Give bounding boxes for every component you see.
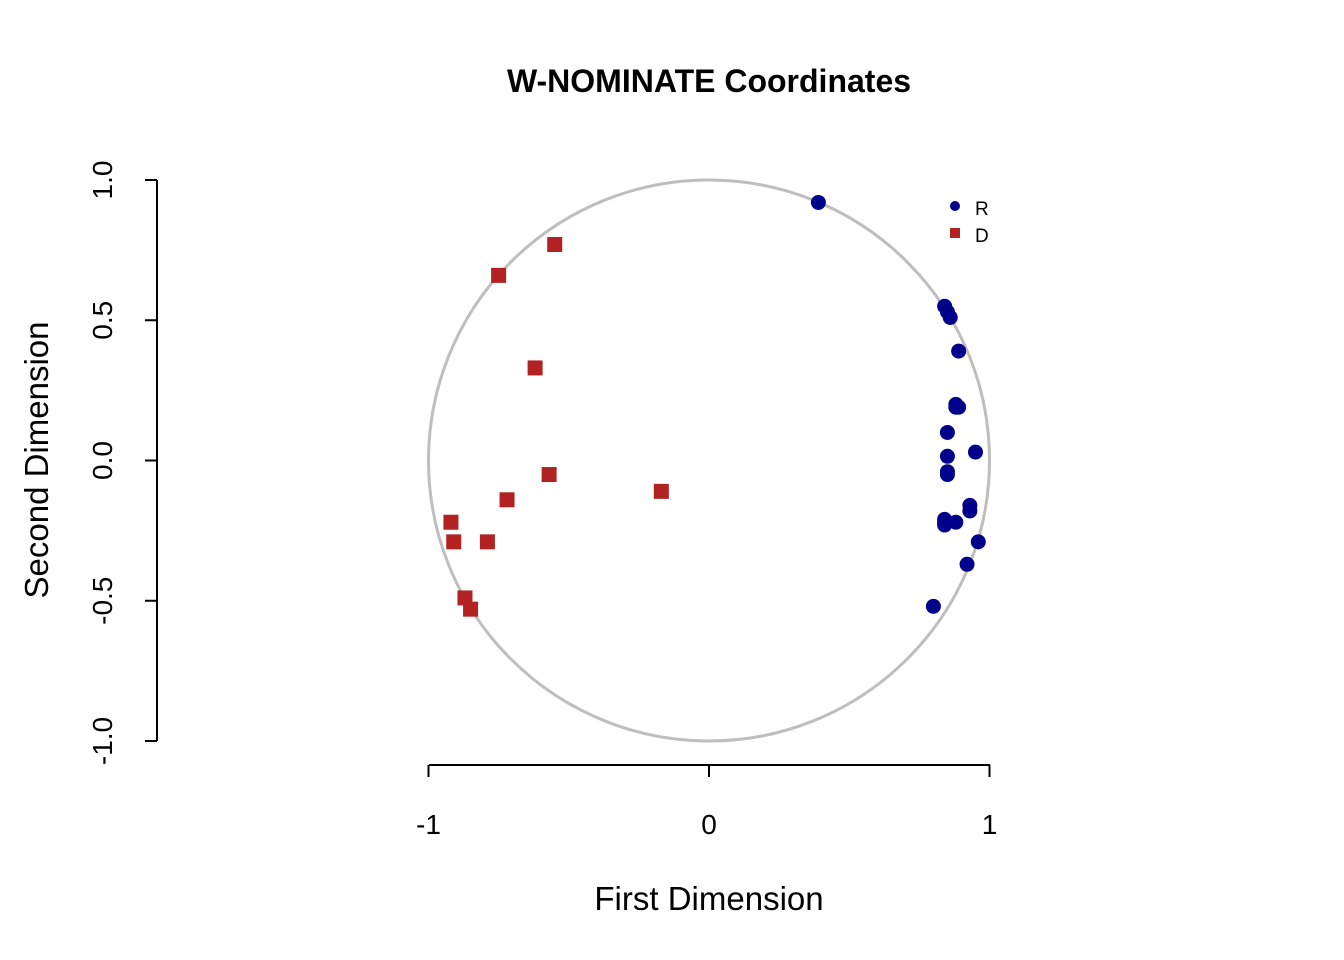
series-d xyxy=(443,237,669,617)
legend-label-d: D xyxy=(975,226,989,247)
y-axis-label: Second Dimension xyxy=(18,322,55,599)
y-tick-label: 1.0 xyxy=(87,161,118,200)
point-d xyxy=(527,360,543,376)
chart-title: W-NOMINATE Coordinates xyxy=(507,63,911,99)
x-axis-label: First Dimension xyxy=(594,880,823,917)
series-r xyxy=(810,194,986,614)
point-r xyxy=(967,444,983,460)
x-axis-ticks: -1 0 1 xyxy=(416,765,997,840)
point-r xyxy=(810,194,826,210)
point-d xyxy=(491,267,507,283)
x-tick-label: 1 xyxy=(982,809,998,840)
point-d xyxy=(653,483,669,499)
point-r xyxy=(942,309,958,325)
y-tick-label: -1.0 xyxy=(87,717,118,765)
point-d xyxy=(499,492,515,508)
point-r xyxy=(939,424,955,440)
y-axis-ticks: -1.0 -0.5 0.0 0.5 1.0 xyxy=(87,161,157,765)
point-r xyxy=(959,556,975,572)
plot-area xyxy=(427,178,991,743)
point-d xyxy=(446,534,462,550)
y-tick-label: 0.5 xyxy=(87,301,118,340)
legend-marker-r xyxy=(950,201,960,211)
point-r xyxy=(939,448,955,464)
legend-label-r: R xyxy=(975,199,989,220)
x-tick-label: 0 xyxy=(701,809,717,840)
legend-marker-d xyxy=(950,228,960,238)
y-tick-label: -0.5 xyxy=(87,577,118,625)
point-r xyxy=(937,517,953,533)
point-r xyxy=(962,503,978,519)
point-r xyxy=(925,598,941,614)
point-d xyxy=(541,467,557,483)
point-r xyxy=(939,467,955,483)
point-r xyxy=(951,343,967,359)
legend: R D xyxy=(950,199,989,247)
point-d xyxy=(443,514,459,530)
point-d xyxy=(479,534,495,550)
x-tick-label: -1 xyxy=(416,809,441,840)
y-tick-label: 0.0 xyxy=(87,441,118,480)
unit-circle xyxy=(427,178,991,743)
point-d xyxy=(547,237,563,253)
point-r xyxy=(948,399,964,415)
point-r xyxy=(948,514,964,530)
point-d xyxy=(463,601,479,617)
point-r xyxy=(970,534,986,550)
